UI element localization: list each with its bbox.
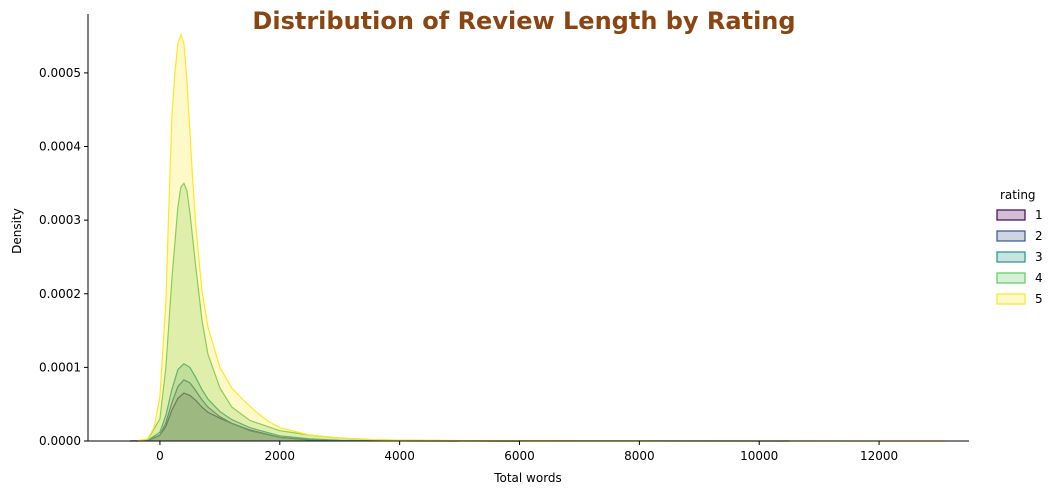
x-tick-label: 2000: [265, 449, 296, 463]
legend-title: rating: [1000, 188, 1036, 202]
series-2-area: [135, 379, 460, 441]
y-tick-label: 0.0003: [39, 213, 81, 227]
y-tick-label: 0.0004: [39, 140, 81, 154]
chart-title: Distribution of Review Length by Rating: [252, 7, 795, 35]
legend-swatch-1: [996, 209, 1026, 221]
legend-swatch-2: [996, 230, 1026, 242]
legend-swatch-3: [996, 251, 1026, 263]
legend-label-5: 5: [1035, 292, 1043, 306]
legend-swatch-5: [996, 293, 1026, 305]
legend: rating 1 2 3 4 5: [996, 188, 1043, 306]
legend-label-4: 4: [1035, 271, 1043, 285]
y-axis-title: Density: [10, 208, 24, 254]
y-tick-label: 0.0000: [39, 434, 81, 448]
series-3-area: [135, 363, 790, 441]
x-tick-label: 4000: [384, 449, 415, 463]
legend-label-2: 2: [1035, 229, 1043, 243]
series-2-line: [135, 379, 460, 442]
y-tick-label: 0.0005: [39, 66, 81, 80]
legend-swatch-4: [996, 272, 1026, 284]
y-tick-label: 0.0002: [39, 287, 81, 301]
x-tick-label: 10000: [740, 449, 778, 463]
series-5-line: [135, 32, 946, 442]
series-1-area: [130, 393, 520, 441]
series-4-area: [135, 183, 520, 442]
x-tick-label: 12000: [860, 449, 898, 463]
y-tick-label: 0.0001: [39, 360, 81, 374]
x-tick-label: 6000: [504, 449, 535, 463]
series-5-area: [135, 34, 945, 441]
series-layer: [129, 32, 946, 442]
legend-label-3: 3: [1035, 250, 1043, 264]
legend-label-1: 1: [1035, 208, 1043, 222]
axes-layer: 0.0000 0.0001 0.0002 0.0003 0.0004 0.0005 0 200…: [39, 14, 969, 463]
x-tick-label: 0: [156, 449, 164, 463]
x-axis-title: Total words: [493, 471, 562, 485]
x-tick-label: 8000: [624, 449, 655, 463]
